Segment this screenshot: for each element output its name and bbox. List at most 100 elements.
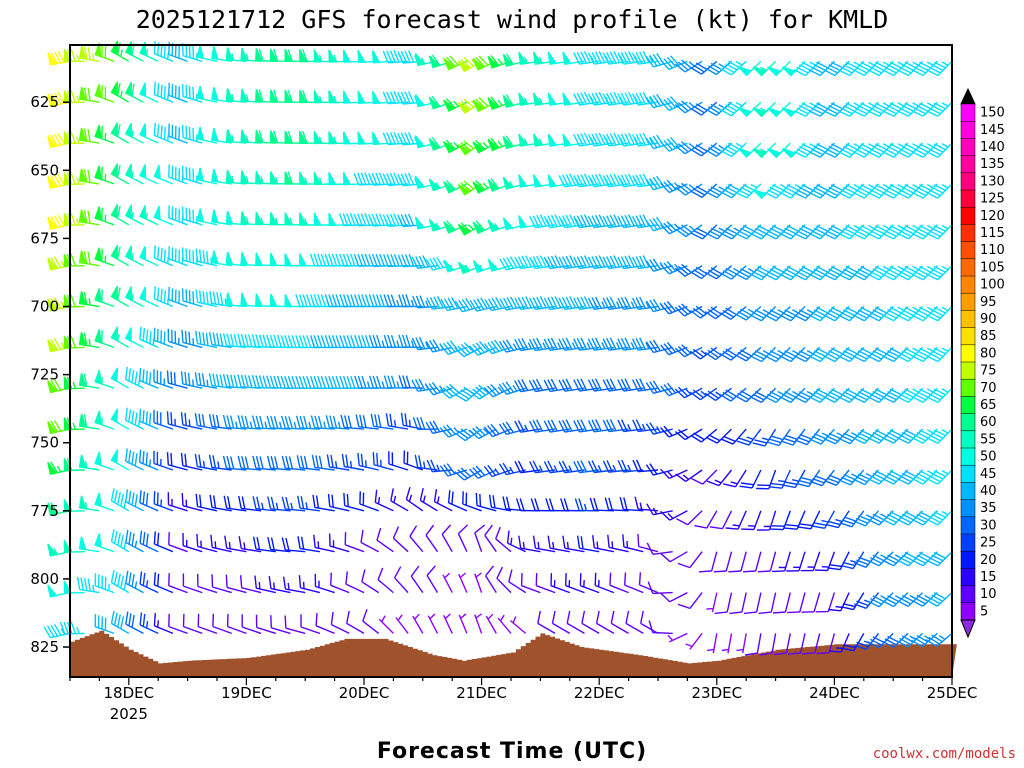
barb-flag [901,513,914,521]
barb-flag [798,526,811,530]
barb-half-flag [435,222,441,230]
barb-pennant [781,66,797,77]
wind-barb [729,592,747,615]
barb-flag [620,92,628,105]
barb-flag [825,189,838,197]
barb-flag [769,486,783,489]
wind-barb [426,295,453,310]
barb-pennant [255,252,263,266]
barb-flag [443,342,453,354]
barb-pennant [240,88,249,103]
barb-flag [543,461,551,474]
barb-flag [660,224,670,235]
wind-barb [94,206,115,226]
barb-flag [487,298,496,311]
barb-flag [901,104,914,112]
barb-flag [663,425,673,437]
barb-flag [800,476,813,482]
barb-flag [83,250,88,264]
barb-flag [474,524,486,534]
barb-flag [843,473,856,481]
barb-flag [660,468,670,479]
barb-half-flag [941,224,949,230]
barb-flag [840,311,853,319]
barb-pennant [328,212,337,227]
barb-half-flag [707,648,715,652]
barb-flag [83,87,88,101]
colorbar-swatch [960,361,976,380]
barb-flag [543,297,551,310]
barb-flag [429,258,437,270]
barb-flag [887,309,900,317]
barb-half-flag [523,56,529,64]
colorbar-swatch [960,327,976,346]
barb-flag [928,556,941,564]
wind-barb [124,122,144,144]
wind-barb [237,455,262,471]
barb-flag [222,374,228,387]
barb-flag [766,441,780,447]
barb-flag [602,215,610,228]
barb-flag [598,132,606,145]
barb-flag [591,337,599,351]
barb-flag [256,496,261,510]
barb-half-flag [673,223,680,230]
barb-pennant [78,45,87,60]
barb-pennant [299,49,308,63]
wind-barb [812,510,836,529]
barb-pennant [47,257,58,271]
barb-flag [869,311,882,319]
barb-half-flag [601,301,606,309]
barb-flag [606,215,614,228]
barb-flag [660,592,671,603]
barb-flag [867,641,880,649]
barb-flag [916,513,929,521]
wind-barb [312,494,335,512]
barb-flag [561,215,569,228]
barb-half-flag [538,465,544,472]
barb-flag [442,425,453,437]
barb-flag [872,64,885,72]
barb-flag [405,334,411,348]
barb-flag [793,396,806,404]
barb-flag [529,297,536,310]
wind-barb [604,497,629,512]
barb-flag [208,331,213,345]
barb-flag [50,502,58,514]
barb-pennant [196,86,205,101]
wind-barb [139,326,159,349]
barb-flag [899,311,912,319]
barb-flag [128,531,132,545]
wind-barb [410,565,424,594]
barb-flag [302,130,308,144]
barb-flag [587,175,595,188]
barb-flag [827,520,841,526]
wind-barb [195,493,218,512]
wind-barb [208,373,232,389]
colorbar-label: 105 [980,260,1005,275]
barb-flag [757,570,771,573]
barb-flag [185,289,188,302]
barb-flag [328,375,334,389]
barb-flag [496,566,504,579]
wind-barb [617,296,644,310]
barb-flag [606,133,614,146]
wind-barb [328,131,350,145]
barb-flag [59,621,66,635]
barb-half-flag [523,97,529,105]
barb-flag [431,137,441,148]
barb-flag [454,471,465,481]
barb-flag [681,303,692,314]
barb-flag [460,222,471,232]
barb-half-flag [414,613,420,620]
barb-flag [933,265,946,273]
barb-flag [385,413,390,426]
wind-barb [625,610,644,635]
barb-flag [896,150,909,158]
barb-pennant [124,204,132,220]
barb-flag [472,467,482,478]
wind-barb [926,142,953,158]
barb-flag [793,273,806,281]
barb-half-flag [210,257,213,265]
colorbar: 1501451401351301251201151101051009590858… [960,87,1005,639]
